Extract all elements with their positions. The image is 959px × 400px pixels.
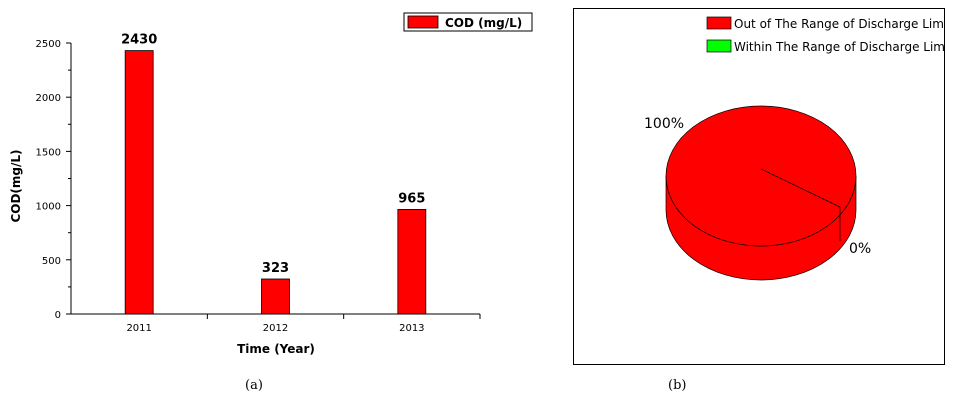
- bar-legend: COD (mg/L): [403, 12, 533, 32]
- y-axis-title: COD(mg/L): [9, 149, 23, 222]
- y-tick-label: 2500: [36, 39, 61, 50]
- bar-2011: [124, 50, 154, 315]
- caption-b: (b): [668, 378, 687, 393]
- legend-label-out-of-range: Out of The Range of Discharge Limit: [734, 17, 944, 31]
- y-tick-label: 0: [55, 310, 61, 321]
- x-tick-label-2011: 2011: [126, 323, 151, 334]
- pie-3d: [665, 105, 857, 281]
- y-tick-label: 1000: [36, 202, 61, 213]
- discharge-pie-panel: 100% 0% Out of The Range of Discharge Li…: [573, 8, 945, 365]
- legend-label-within-range: Within The Range of Discharge Limit: [734, 40, 944, 54]
- pie-label-100: 100%: [644, 116, 684, 132]
- bar-value-label-2013: 965: [398, 191, 425, 206]
- bar-data-labels: 2430 323 965: [121, 33, 425, 276]
- y-tick-label: 1500: [36, 147, 61, 158]
- x-axis-title: Time (Year): [237, 342, 315, 356]
- caption-a: (a): [245, 378, 263, 393]
- pie-legend: Out of The Range of Discharge Limit With…: [706, 16, 944, 54]
- y-axis-ticks: 0 500 1000 1500 2000 2500: [36, 39, 71, 321]
- bar-series: [124, 50, 427, 315]
- y-tick-label: 500: [42, 256, 61, 267]
- bar-value-label-2011: 2430: [121, 33, 157, 48]
- x-axis-ticks: 2011 2012 2013: [126, 314, 481, 334]
- discharge-pie-chart: 100% 0% Out of The Range of Discharge Li…: [644, 16, 944, 281]
- legend-swatch-cod: [407, 15, 439, 29]
- bar-value-label-2012: 323: [262, 261, 289, 276]
- legend-label-cod: COD (mg/L): [445, 16, 522, 30]
- x-tick-label-2013: 2013: [399, 323, 424, 334]
- bar-2013: [397, 208, 427, 315]
- pie-slice-out-of-range: [665, 105, 857, 247]
- legend-swatch-out-of-range: [706, 16, 732, 30]
- x-tick-label-2012: 2012: [263, 323, 288, 334]
- y-tick-label: 2000: [36, 93, 61, 104]
- pie-slice-zero-edge: [760, 168, 841, 208]
- pie-label-0: 0%: [849, 241, 871, 257]
- bar-2012: [261, 278, 290, 315]
- cod-bar-chart: 0 500 1000 1500 2000 2500 2011 2012 2013 2430 32…: [9, 12, 533, 356]
- legend-swatch-within-range: [706, 39, 732, 53]
